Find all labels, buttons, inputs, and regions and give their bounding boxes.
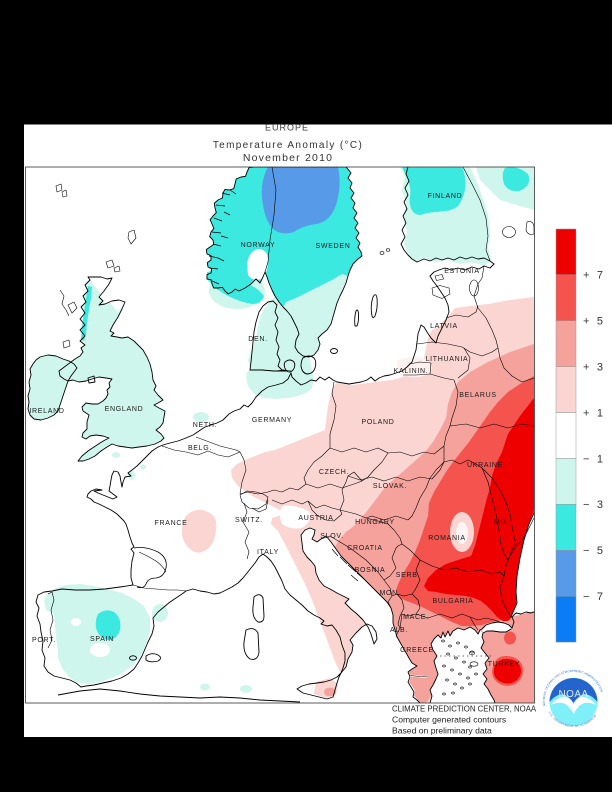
svg-text:SWITZ.: SWITZ. <box>235 517 263 524</box>
svg-text:NOAA: NOAA <box>559 689 589 700</box>
svg-text:Based on preliminary data: Based on preliminary data <box>392 726 492 736</box>
svg-text:November 2010: November 2010 <box>243 152 333 164</box>
svg-text:GREECE: GREECE <box>400 647 434 654</box>
svg-text:− 7: − 7 <box>583 591 605 603</box>
svg-text:SPAIN: SPAIN <box>90 636 114 643</box>
svg-text:UKRAINE: UKRAINE <box>467 462 503 469</box>
svg-text:ALB.: ALB. <box>390 627 408 634</box>
svg-text:IRELAND: IRELAND <box>29 408 64 415</box>
svg-text:− 5: − 5 <box>583 545 605 557</box>
svg-text:+ 1: + 1 <box>583 407 605 419</box>
svg-text:SERB.: SERB. <box>396 572 421 579</box>
svg-text:LATVIA: LATVIA <box>430 323 458 330</box>
svg-text:MACE.: MACE. <box>403 614 429 621</box>
svg-text:NETH.: NETH. <box>193 422 218 429</box>
svg-text:MON.: MON. <box>379 590 400 597</box>
svg-text:FRANCE: FRANCE <box>155 520 188 527</box>
svg-text:Computer generated contours: Computer generated contours <box>392 715 506 725</box>
svg-text:FINLAND: FINLAND <box>428 193 463 200</box>
svg-text:LITHUANIA: LITHUANIA <box>426 356 469 363</box>
svg-text:ITALY: ITALY <box>257 549 279 556</box>
svg-text:NORWAY: NORWAY <box>241 242 276 249</box>
svg-text:CROATIA: CROATIA <box>347 545 383 552</box>
svg-text:ESTONIA: ESTONIA <box>444 268 480 275</box>
svg-text:EUROPE: EUROPE <box>265 123 309 133</box>
svg-text:ENGLAND: ENGLAND <box>105 406 144 413</box>
svg-text:DEN.: DEN. <box>248 336 268 343</box>
svg-text:Temperature Anomaly (°C): Temperature Anomaly (°C) <box>213 140 363 151</box>
svg-text:TURKEY: TURKEY <box>488 661 521 668</box>
svg-text:ROMANIA: ROMANIA <box>428 535 466 542</box>
svg-text:PORT.: PORT. <box>32 637 56 644</box>
svg-text:+ 7: + 7 <box>583 270 605 282</box>
svg-text:SLOVAK.: SLOVAK. <box>373 483 407 490</box>
svg-text:BOSNIA: BOSNIA <box>355 567 386 574</box>
svg-text:+ 5: + 5 <box>583 316 605 328</box>
svg-text:BULGARIA: BULGARIA <box>433 598 474 605</box>
svg-text:CLIMATE PREDICTION CENTER, NOA: CLIMATE PREDICTION CENTER, NOAA <box>392 705 537 714</box>
svg-text:− 1: − 1 <box>583 453 605 465</box>
svg-text:AUSTRIA: AUSTRIA <box>298 515 333 522</box>
svg-text:+ 3: + 3 <box>583 362 605 374</box>
svg-text:SLOV.: SLOV. <box>320 533 343 540</box>
svg-text:POLAND: POLAND <box>362 419 395 426</box>
svg-text:BELG.: BELG. <box>188 445 212 452</box>
svg-text:SWEDEN: SWEDEN <box>316 243 351 250</box>
svg-text:HUNGARY: HUNGARY <box>355 519 395 526</box>
svg-text:MOL.: MOL. <box>494 519 514 526</box>
svg-text:− 3: − 3 <box>583 499 605 511</box>
svg-text:GERMANY: GERMANY <box>252 417 292 424</box>
svg-text:BELARUS: BELARUS <box>459 392 497 399</box>
svg-text:KALININ.: KALININ. <box>394 368 429 375</box>
svg-text:CZECH.: CZECH. <box>319 469 349 476</box>
